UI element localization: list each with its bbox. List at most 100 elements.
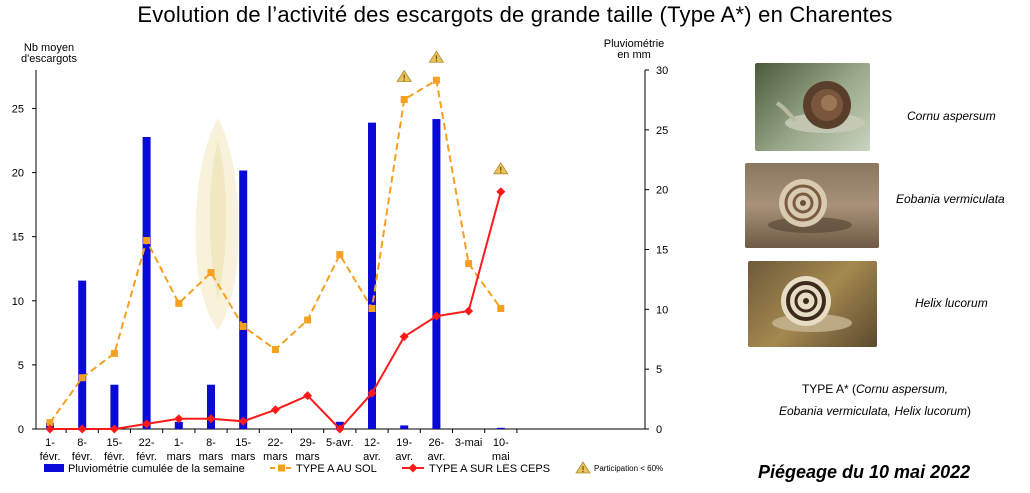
ceps-point (77, 424, 87, 434)
left-tick-label: 5 (18, 360, 24, 372)
x-tick-label: mars (167, 451, 192, 463)
ceps-point (174, 414, 184, 424)
x-tick-label: 15- (235, 437, 251, 449)
ceps-point (238, 416, 248, 426)
ceps-point (206, 414, 216, 424)
sol-point (239, 322, 247, 330)
ceps-point (270, 405, 280, 415)
rain-bar (174, 421, 183, 429)
warning-dot (582, 470, 584, 473)
sol-point (497, 304, 505, 312)
ceps-point (431, 311, 441, 321)
rain-bars (46, 119, 505, 430)
sol-point (271, 346, 279, 354)
sol-point (143, 237, 151, 245)
warning-triangle-icon (493, 162, 509, 175)
right-axis-ticks: 0 5 10 15 20 25 30 (645, 65, 668, 436)
x-tick-label: 12- (364, 437, 380, 449)
type-a-note: TYPE A* (Cornu aspersum, Eobania vermicu… (730, 378, 1020, 422)
x-tick-label: 1- (45, 437, 55, 449)
ceps-point (464, 306, 474, 316)
watermark-inner (209, 140, 227, 300)
rain-bar (368, 122, 376, 430)
trapping-date: Piégeage du 10 mai 2022 (758, 462, 971, 482)
right-tick-label: 30 (656, 65, 668, 77)
rain-bar (142, 137, 151, 429)
x-tick-label: 22- (267, 437, 283, 449)
warning-dot (500, 171, 502, 174)
sol-point (207, 269, 215, 277)
snail-photo-helix (748, 261, 877, 347)
warning-triangle-icon (396, 69, 412, 82)
x-tick-label: févr. (104, 451, 125, 463)
left-axis-ticks: 0 5 10 15 20 25 (12, 103, 36, 436)
ceps-point (399, 332, 409, 342)
legend-sol-marker (278, 464, 285, 472)
sol-point (400, 95, 408, 103)
x-tick-label: mars (295, 451, 320, 463)
sol-point (368, 304, 376, 312)
x-tick-label: févr. (72, 451, 93, 463)
legend: Pluviométrie cumulée de la semaine TYPE A… (44, 461, 663, 475)
species-caption-cornu: Cornu aspersum (907, 109, 996, 123)
sol-point (465, 260, 473, 268)
right-axis-label-line: en mm (617, 49, 651, 61)
left-axis-label-line: d'escargots (21, 53, 77, 65)
snail-shell-icon (772, 276, 852, 332)
x-tick-label: févr. (40, 451, 61, 463)
warning-triangle-icon (428, 50, 445, 63)
snail-shell-icon (775, 81, 865, 133)
warning-dot (403, 79, 405, 81)
x-tick-label: avr. (363, 451, 381, 463)
x-tick-label: avr. (428, 451, 446, 463)
ceps-point (367, 388, 377, 398)
sol-point (46, 419, 54, 427)
x-tick-label: 5-avr. (326, 437, 354, 449)
x-tick-label: févr. (136, 451, 157, 463)
right-tick-label: 20 (656, 185, 668, 197)
x-tick-label: 1- (174, 437, 184, 449)
x-tick-label: 8- (206, 437, 216, 449)
sol-point (110, 349, 118, 357)
type-a-suffix: ) (967, 404, 972, 418)
species-caption-helix: Helix lucorum (915, 296, 988, 310)
left-tick-label: 0 (18, 424, 24, 436)
species-caption-eobania: Eobania vermiculata (896, 192, 1005, 206)
axes (35, 70, 646, 430)
type-a-species-line2: Eobania vermiculata, Helix lucorum (778, 404, 968, 418)
ceps-point (496, 187, 506, 197)
x-tick-label: 8- (77, 437, 87, 449)
legend-rain-label: Pluviométrie cumulée de la semaine (68, 463, 245, 475)
sol-point (432, 76, 440, 84)
legend-rain-swatch (44, 464, 64, 472)
legend-ceps-label: TYPE A SUR LES CEPS (429, 463, 550, 475)
rain-bar (239, 170, 248, 429)
ceps-point (303, 391, 313, 401)
right-tick-label: 0 (656, 424, 662, 436)
left-tick-label: 15 (12, 232, 24, 244)
sol-point (78, 374, 86, 382)
x-tick-label: mars (199, 451, 224, 463)
snail-shell-icon (768, 179, 852, 233)
ceps-point (335, 424, 345, 434)
x-tick-label: 19- (396, 437, 412, 449)
snail-photo-cornu (755, 63, 870, 151)
x-tick-label: mars (231, 451, 256, 463)
rain-bar (496, 427, 505, 429)
ceps-point (109, 424, 119, 434)
sol-point (175, 299, 183, 307)
left-axis-label-line: Nb moyen (24, 42, 74, 54)
x-tick-label: 26- (428, 437, 444, 449)
x-tick-label: 29- (300, 437, 316, 449)
chart-title: Evolution de l’activité des escargots de… (137, 2, 893, 27)
sol-point (336, 251, 344, 259)
x-tick-label: 10- (493, 437, 509, 449)
participation-icons (396, 50, 509, 175)
ceps-point (142, 419, 152, 429)
x-tick-label: mars (263, 451, 288, 463)
right-tick-label: 5 (656, 364, 662, 376)
rain-bar (207, 384, 215, 429)
